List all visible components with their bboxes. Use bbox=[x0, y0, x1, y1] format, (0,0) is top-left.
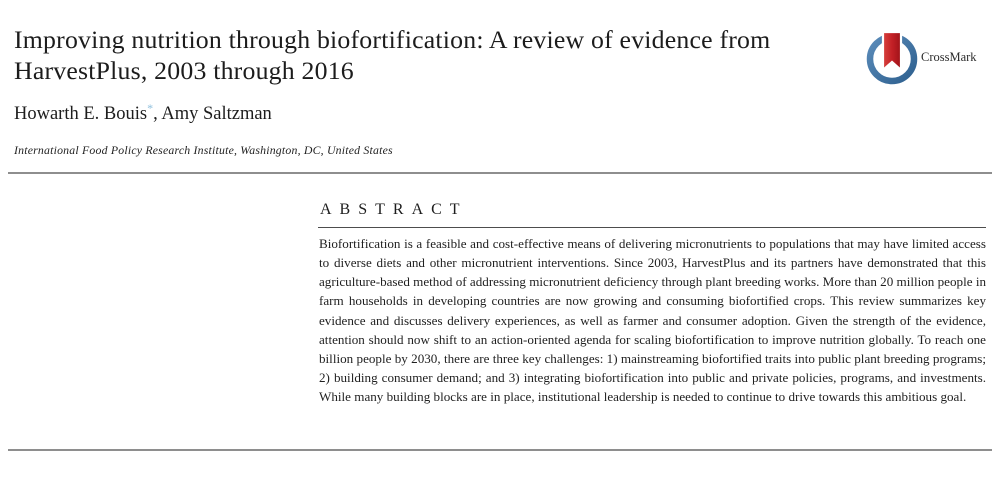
author-name-2: Amy Saltzman bbox=[161, 104, 272, 124]
abstract-heading: ABSTRACT bbox=[320, 201, 468, 218]
author-name-1: Howarth E. Bouis bbox=[14, 104, 148, 124]
abstract-heading-divider bbox=[318, 227, 986, 228]
corresponding-author-marker[interactable]: * bbox=[147, 100, 154, 115]
affiliation-text: International Food Policy Research Insti… bbox=[14, 143, 393, 157]
article-title: Improving nutrition through biofortifica… bbox=[14, 25, 771, 85]
crossmark-badge[interactable]: CrossMark bbox=[866, 28, 988, 86]
crossmark-icon bbox=[866, 29, 918, 85]
author-line: Howarth E. Bouis*, Amy Saltzman bbox=[14, 100, 272, 125]
abstract-body: Biofortification is a feasible and cost-… bbox=[319, 236, 986, 405]
crossmark-label: CrossMark bbox=[921, 49, 977, 64]
top-divider bbox=[8, 172, 992, 174]
bottom-divider bbox=[8, 449, 992, 451]
author-separator: , bbox=[153, 104, 162, 124]
